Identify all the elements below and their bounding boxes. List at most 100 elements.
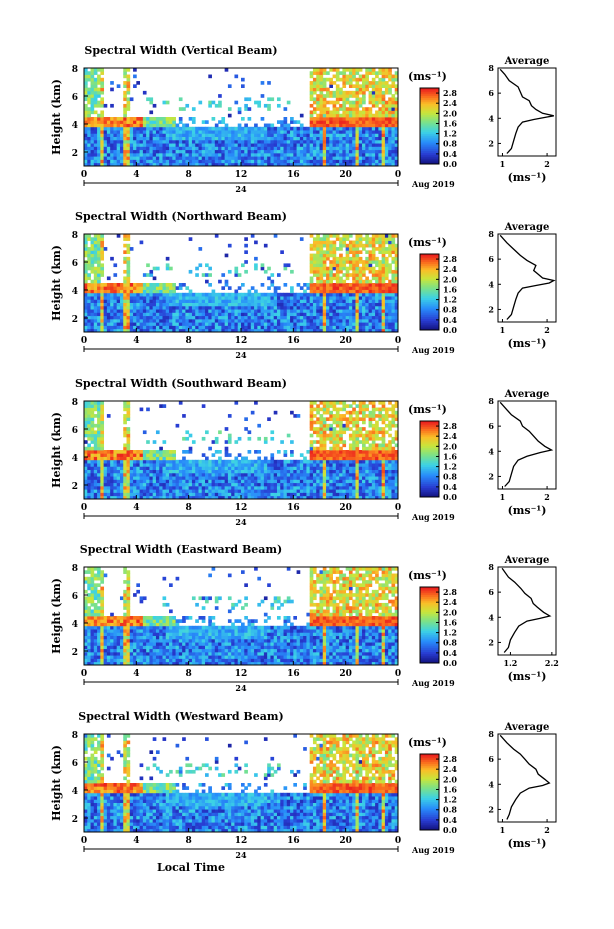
heatmap-cell: [378, 250, 383, 254]
heatmap-cell: [87, 296, 91, 300]
heatmap-cell: [90, 283, 95, 287]
heatmap-cell: [362, 139, 366, 144]
heatmap-cell: [182, 107, 186, 111]
heatmap-cell: [221, 296, 226, 300]
heatmap-cell: [394, 133, 399, 137]
heatmap-cell: [169, 472, 173, 477]
heatmap-cell: [116, 286, 121, 290]
heatmap-cell: [309, 130, 314, 134]
heatmap-cell: [348, 117, 353, 121]
heatmap-cell: [106, 286, 111, 290]
heatmap-cell: [283, 149, 288, 154]
heatmap-cell: [208, 133, 212, 137]
heatmap-cell: [394, 77, 399, 82]
heatmap-cell: [129, 126, 134, 131]
heatmap-cell: [355, 234, 360, 238]
heatmap-cell: [185, 302, 190, 307]
y-tick-label: 2: [72, 149, 78, 159]
heatmap-cell: [208, 296, 212, 300]
heatmap-cell: [244, 318, 248, 323]
heatmap-cell: [123, 107, 127, 111]
heatmap-cell: [394, 156, 399, 160]
heatmap-cell: [142, 273, 147, 277]
heatmap-cell: [384, 162, 389, 167]
heatmap-cell: [116, 469, 121, 474]
heatmap-cell: [123, 68, 127, 72]
heatmap-cell: [384, 283, 389, 287]
heatmap-cell: [388, 68, 392, 72]
heatmap-cell: [296, 152, 301, 157]
heatmap-cell: [100, 263, 105, 268]
heatmap-cell: [352, 266, 356, 271]
heatmap-cell: [276, 162, 281, 167]
heatmap-cell: [309, 279, 314, 284]
heatmap-cell: [329, 322, 333, 326]
heatmap-cell: [84, 305, 88, 310]
heatmap-cell: [123, 283, 127, 287]
heatmap-cell: [87, 260, 91, 264]
heatmap-cell: [188, 133, 193, 137]
heatmap-cell: [142, 123, 147, 128]
heatmap-cell: [208, 146, 212, 151]
heatmap-cell: [93, 283, 98, 287]
heatmap-cell: [221, 466, 226, 470]
heatmap-cell: [348, 130, 353, 134]
heatmap-cell: [188, 328, 193, 333]
heatmap-cell: [227, 286, 232, 290]
heatmap-cell: [348, 322, 353, 326]
heatmap-cell: [100, 123, 105, 128]
heatmap-cell: [198, 459, 203, 464]
heatmap-cell: [205, 146, 209, 151]
colorbar-swatch: [420, 280, 439, 283]
heatmap-cell: [211, 126, 216, 131]
heatmap-cell: [339, 286, 343, 290]
heatmap-cell: [290, 126, 294, 131]
heatmap-cell: [316, 84, 320, 88]
heatmap-cell: [87, 472, 91, 477]
heatmap-cell: [84, 296, 88, 300]
heatmap-cell: [113, 489, 118, 493]
heatmap-cell: [195, 273, 199, 277]
heatmap-cell: [394, 107, 399, 111]
heatmap-cell: [87, 489, 91, 493]
heatmap-cell: [175, 492, 180, 497]
heatmap-cell: [126, 107, 131, 111]
heatmap-cell: [371, 103, 376, 108]
heatmap-cell: [241, 283, 245, 287]
heatmap-cell: [247, 328, 252, 333]
heatmap-cell: [110, 325, 114, 330]
heatmap-cell: [139, 240, 144, 245]
heatmap-cell: [198, 322, 203, 326]
heatmap-cell: [208, 100, 212, 105]
heatmap-cell: [388, 90, 392, 95]
heatmap-cell: [188, 309, 193, 313]
heatmap-cell: [237, 482, 242, 487]
heatmap-cell: [339, 289, 343, 294]
heatmap-cell: [214, 234, 219, 238]
heatmap-cell: [119, 162, 124, 167]
heatmap-cell: [90, 420, 95, 425]
heatmap-cell: [319, 240, 324, 245]
colorbar-swatch: [420, 110, 439, 114]
heatmap-cell: [97, 77, 101, 82]
heatmap-cell: [322, 120, 327, 124]
heatmap-cell: [182, 133, 186, 137]
heatmap-cell: [332, 100, 337, 105]
heatmap-cell: [87, 107, 91, 111]
heatmap-cell: [263, 302, 268, 307]
heatmap-cell: [188, 289, 193, 294]
heatmap-cell: [260, 302, 265, 307]
heatmap-cell: [188, 152, 193, 157]
heatmap-cell: [329, 90, 333, 95]
heatmap-cell: [257, 479, 262, 484]
heatmap-cell: [267, 81, 271, 85]
heatmap-cell: [371, 283, 376, 287]
heatmap-cell: [342, 126, 347, 131]
heatmap-cell: [178, 162, 183, 167]
heatmap-cell: [286, 459, 291, 464]
heatmap-cell: [293, 312, 297, 317]
heatmap-cell: [227, 482, 232, 487]
heatmap-cell: [234, 162, 239, 167]
heatmap-cell: [244, 325, 248, 330]
heatmap-cell: [97, 410, 101, 415]
